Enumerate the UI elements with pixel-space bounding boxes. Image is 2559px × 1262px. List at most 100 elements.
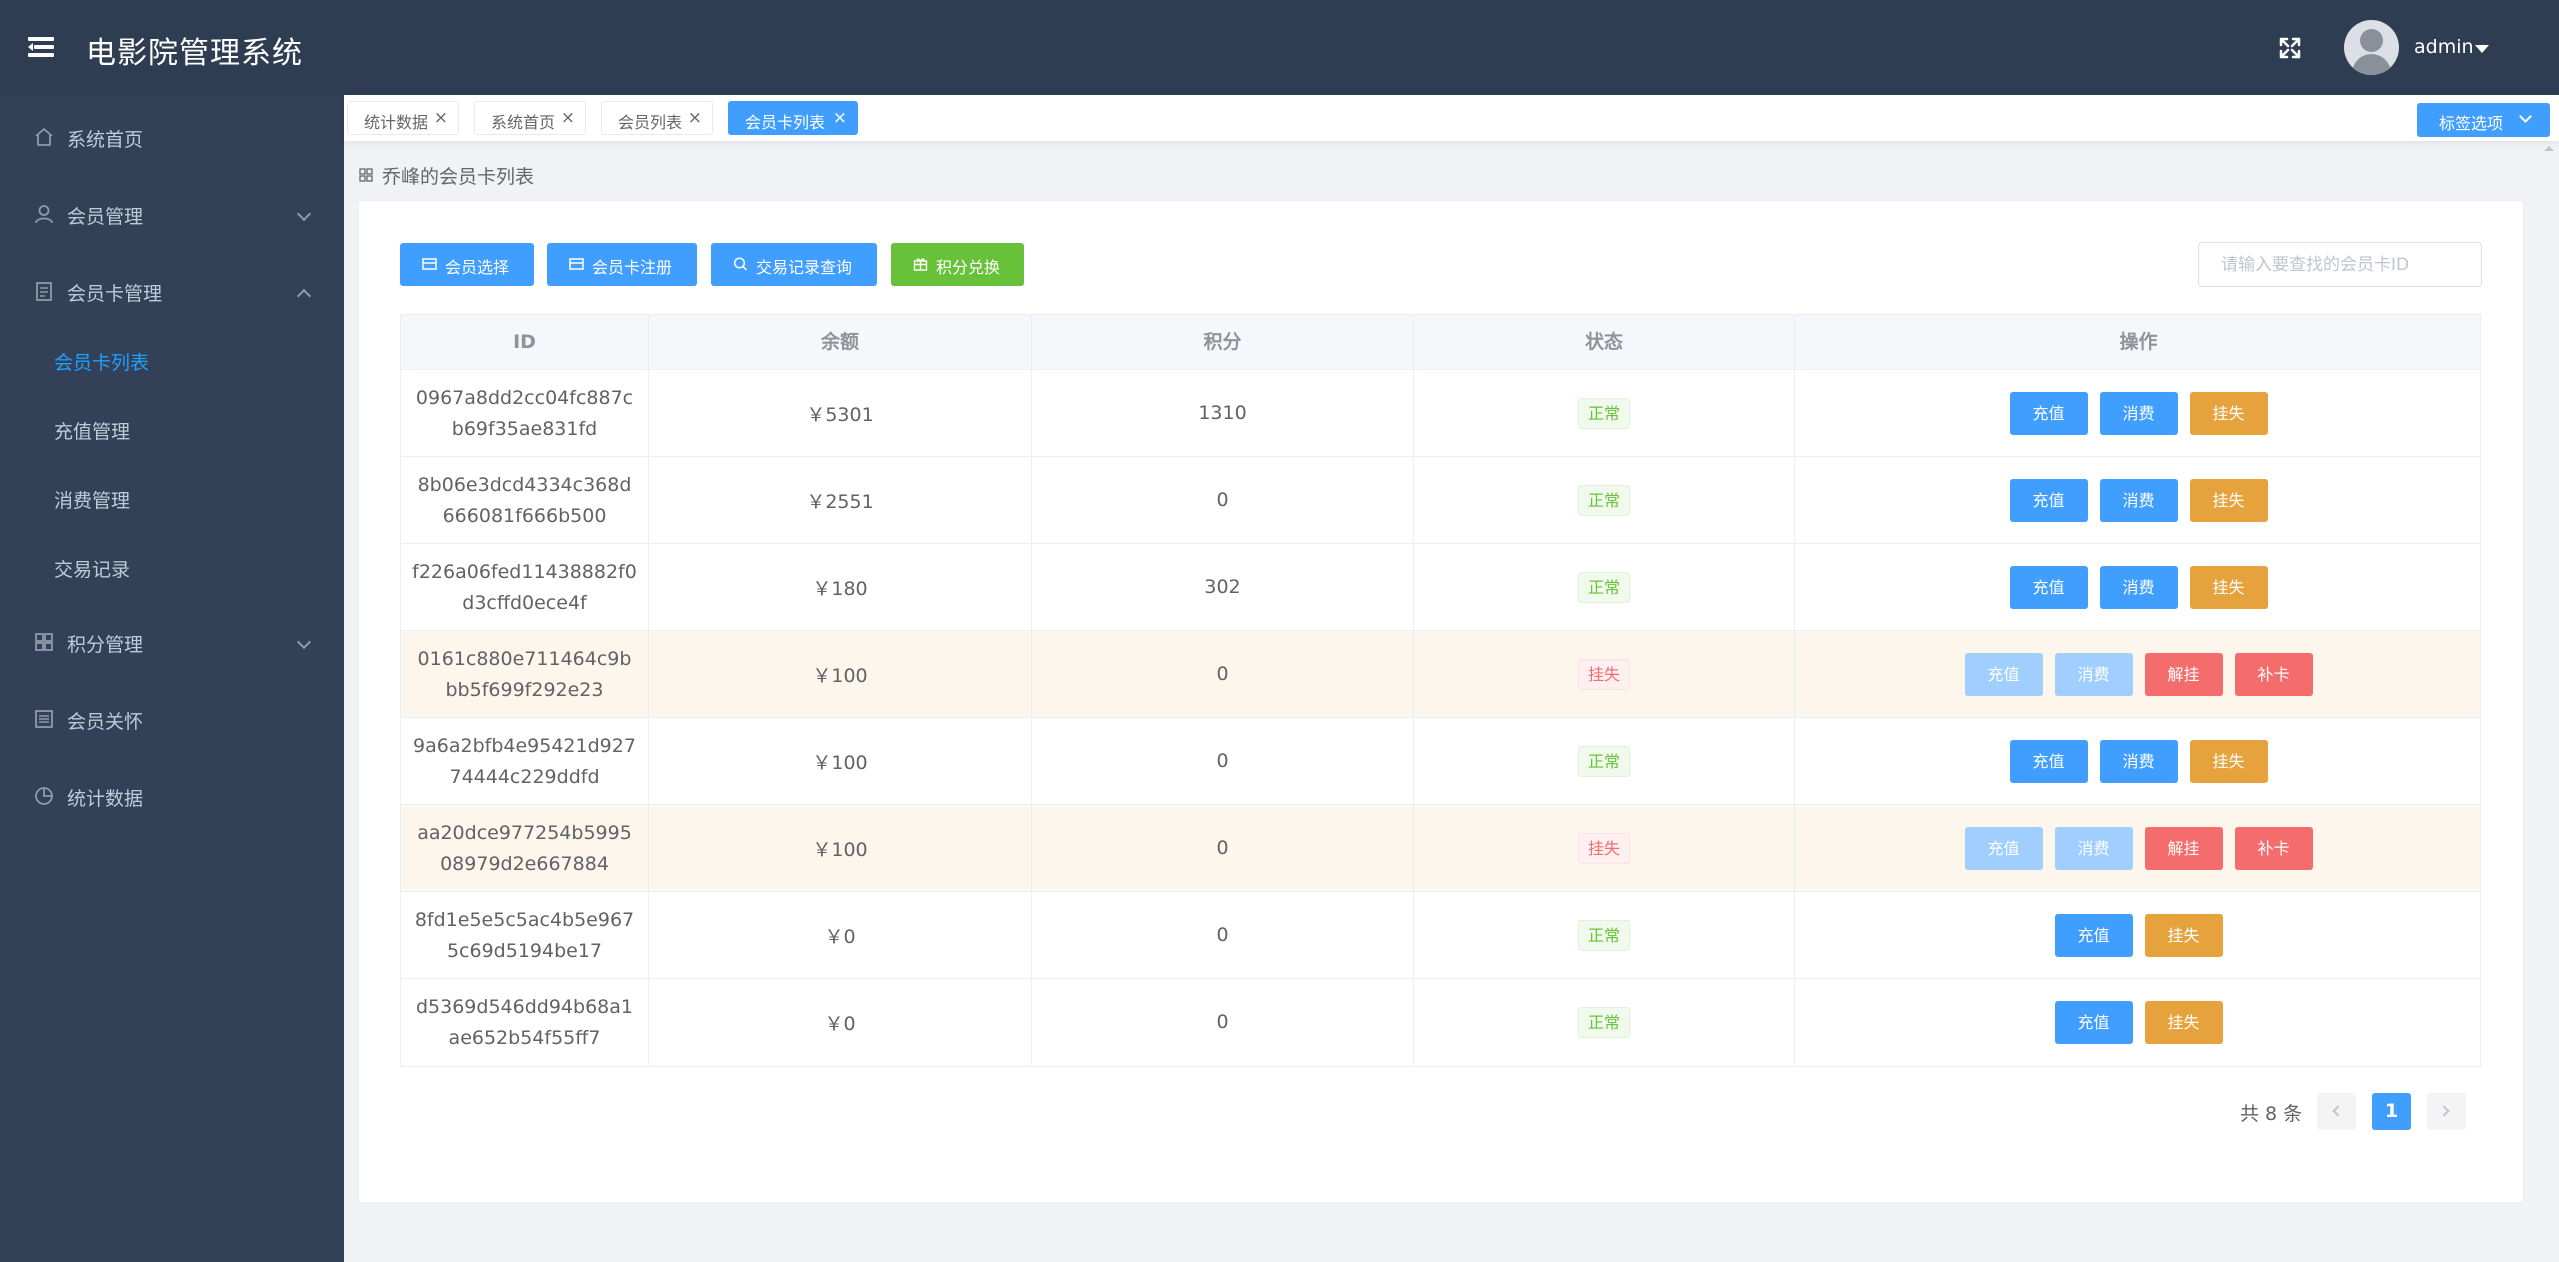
table-row: 0967a8dd2cc04fc887cb69f35ae831fd ￥5301 131… <box>401 370 2480 457</box>
reissue-button[interactable]: 补卡 <box>2234 652 2313 696</box>
cell-status: 正常 <box>1414 979 1795 1065</box>
recharge-button[interactable]: 充值 <box>2054 913 2133 957</box>
trade-query-button[interactable]: 交易记录查询 <box>711 243 877 286</box>
card-balance: ￥0 <box>824 925 856 948</box>
row-actions: 充值 挂失 <box>2054 913 2223 957</box>
recharge-button[interactable]: 充值 <box>2009 565 2088 609</box>
sidebar-item-label: 积分管理 <box>67 634 144 656</box>
cell-points: 0 <box>1032 718 1414 804</box>
reissue-button[interactable]: 补卡 <box>2234 826 2313 870</box>
recharge-button[interactable]: 充值 <box>2009 391 2088 435</box>
sidebar-item-member-care[interactable]: 会员关怀 <box>0 689 344 749</box>
tag-options-button[interactable]: 标签选项 <box>2417 103 2550 137</box>
sidebar-item-label: 会员卡列表 <box>54 352 150 374</box>
cell-ops: 充值 消费 挂失 <box>1795 718 2482 804</box>
sidebar-item-label: 消费管理 <box>54 490 131 512</box>
card-register-button[interactable]: 会员卡注册 <box>547 243 697 286</box>
card-id: f226a06fed11438882f0d3cffd0ece4f <box>412 561 637 614</box>
table-header: ID 余额 积分 状态 操作 <box>401 315 2480 370</box>
table-row: d5369d546dd94b68a1ae652b54f55ff7 ￥0 0 正常 充值挂… <box>401 979 2480 1066</box>
chevron-up-icon <box>296 288 312 304</box>
avatar[interactable] <box>2344 20 2399 75</box>
card-points: 0 <box>1216 663 1229 685</box>
sidebar-item-label: 交易记录 <box>54 559 131 581</box>
status-badge: 正常 <box>1577 1006 1630 1038</box>
sidebar-item-home[interactable]: 系统首页 <box>0 107 344 167</box>
recharge-button[interactable]: 充值 <box>2054 1000 2133 1044</box>
card-balance: ￥5301 <box>806 403 874 426</box>
report-loss-button[interactable]: 挂失 <box>2189 739 2268 783</box>
unlock-button[interactable]: 解挂 <box>2144 826 2223 870</box>
column-header-points: 积分 <box>1032 315 1414 370</box>
close-icon[interactable]: × <box>832 108 847 128</box>
column-header-id: ID <box>401 315 649 370</box>
sidebar-subitem-trade-records[interactable]: 交易记录 <box>0 537 344 597</box>
sidebar-item-member-mgmt[interactable]: 会员管理 <box>0 184 344 244</box>
table-row: 8fd1e5e5c5ac4b5e9675c69d5194be17 ￥0 0 正常 充值挂… <box>401 892 2480 979</box>
card-points: 0 <box>1216 750 1229 772</box>
consume-button[interactable]: 消费 <box>2099 391 2178 435</box>
card-balance: ￥100 <box>812 838 868 861</box>
username[interactable]: admin <box>2414 36 2474 58</box>
close-icon[interactable]: × <box>433 108 448 128</box>
next-page-button[interactable] <box>2427 1093 2466 1130</box>
cell-id: 9a6a2bfb4e95421d92774444c229ddfd <box>401 718 649 804</box>
breadcrumb: 乔峰的会员卡列表 <box>382 166 535 188</box>
status-badge: 正常 <box>1577 745 1630 777</box>
tab-card-list[interactable]: 会员卡列表 × <box>728 101 858 135</box>
consume-button[interactable]: 消费 <box>2099 565 2178 609</box>
status-badge: 挂失 <box>1577 832 1630 864</box>
tab-statistics[interactable]: 统计数据 × <box>347 101 459 135</box>
report-loss-button[interactable]: 挂失 <box>2144 1000 2223 1044</box>
row-actions: 充值 挂失 <box>2054 1000 2223 1044</box>
tab-member-list[interactable]: 会员列表 × <box>601 101 713 135</box>
sidebar-item-points-mgmt[interactable]: 积分管理 <box>0 612 344 672</box>
tab-home[interactable]: 系统首页 × <box>474 101 586 135</box>
scroll-up-icon[interactable] <box>2544 146 2554 151</box>
card-balance: ￥180 <box>812 577 868 600</box>
menu-toggle-icon[interactable] <box>28 34 58 60</box>
report-loss-button[interactable]: 挂失 <box>2189 391 2268 435</box>
report-loss-button[interactable]: 挂失 <box>2189 478 2268 522</box>
chevron-down-icon <box>296 634 312 650</box>
cell-balance: ￥100 <box>649 718 1032 804</box>
cell-id: f226a06fed11438882f0d3cffd0ece4f <box>401 544 649 630</box>
sidebar-subitem-recharge-mgmt[interactable]: 充值管理 <box>0 399 344 459</box>
row-actions: 充值 消费 挂失 <box>2009 739 2268 783</box>
close-icon[interactable]: × <box>560 108 575 128</box>
card-balance: ￥100 <box>812 751 868 774</box>
caret-down-icon[interactable] <box>2475 45 2489 53</box>
card-points: 0 <box>1216 1011 1229 1033</box>
cell-points: 0 <box>1032 457 1414 543</box>
cell-id: aa20dce977254b599508979d2e667884 <box>401 805 649 891</box>
consume-button[interactable]: 消费 <box>2099 739 2178 783</box>
table-row: aa20dce977254b599508979d2e667884 ￥100 0 挂失 充… <box>401 805 2480 892</box>
sidebar-item-statistics[interactable]: 统计数据 <box>0 766 344 826</box>
select-member-button[interactable]: 会员选择 <box>400 243 534 286</box>
cell-points: 1310 <box>1032 370 1414 456</box>
consume-button[interactable]: 消费 <box>2099 478 2178 522</box>
search-input[interactable] <box>2198 242 2482 287</box>
recharge-button[interactable]: 充值 <box>2009 739 2088 783</box>
points-exchange-button[interactable]: 积分兑换 <box>891 243 1024 286</box>
card-icon <box>422 258 437 270</box>
page-number-button[interactable]: 1 <box>2372 1093 2411 1130</box>
sidebar-subitem-consume-mgmt[interactable]: 消费管理 <box>0 468 344 528</box>
recharge-button: 充值 <box>1964 826 2043 870</box>
report-loss-button[interactable]: 挂失 <box>2144 913 2223 957</box>
unlock-button[interactable]: 解挂 <box>2144 652 2223 696</box>
prev-page-button[interactable] <box>2317 1093 2356 1130</box>
home-icon <box>35 128 53 146</box>
cell-ops: 充值 消费 解挂 补卡 <box>1795 805 2482 891</box>
cell-ops: 充值 挂失 <box>1795 979 2482 1065</box>
search-icon <box>733 257 748 271</box>
report-loss-button[interactable]: 挂失 <box>2189 565 2268 609</box>
recharge-button[interactable]: 充值 <box>2009 478 2088 522</box>
row-actions: 充值 消费 挂失 <box>2009 565 2268 609</box>
close-icon[interactable]: × <box>687 108 702 128</box>
fullscreen-icon[interactable] <box>2278 36 2302 60</box>
user-icon <box>35 205 53 224</box>
card-id: 0161c880e711464c9bbb5f699f292e23 <box>417 648 632 701</box>
sidebar-subitem-card-list[interactable]: 会员卡列表 <box>0 330 344 390</box>
sidebar-item-card-mgmt[interactable]: 会员卡管理 <box>0 261 344 321</box>
